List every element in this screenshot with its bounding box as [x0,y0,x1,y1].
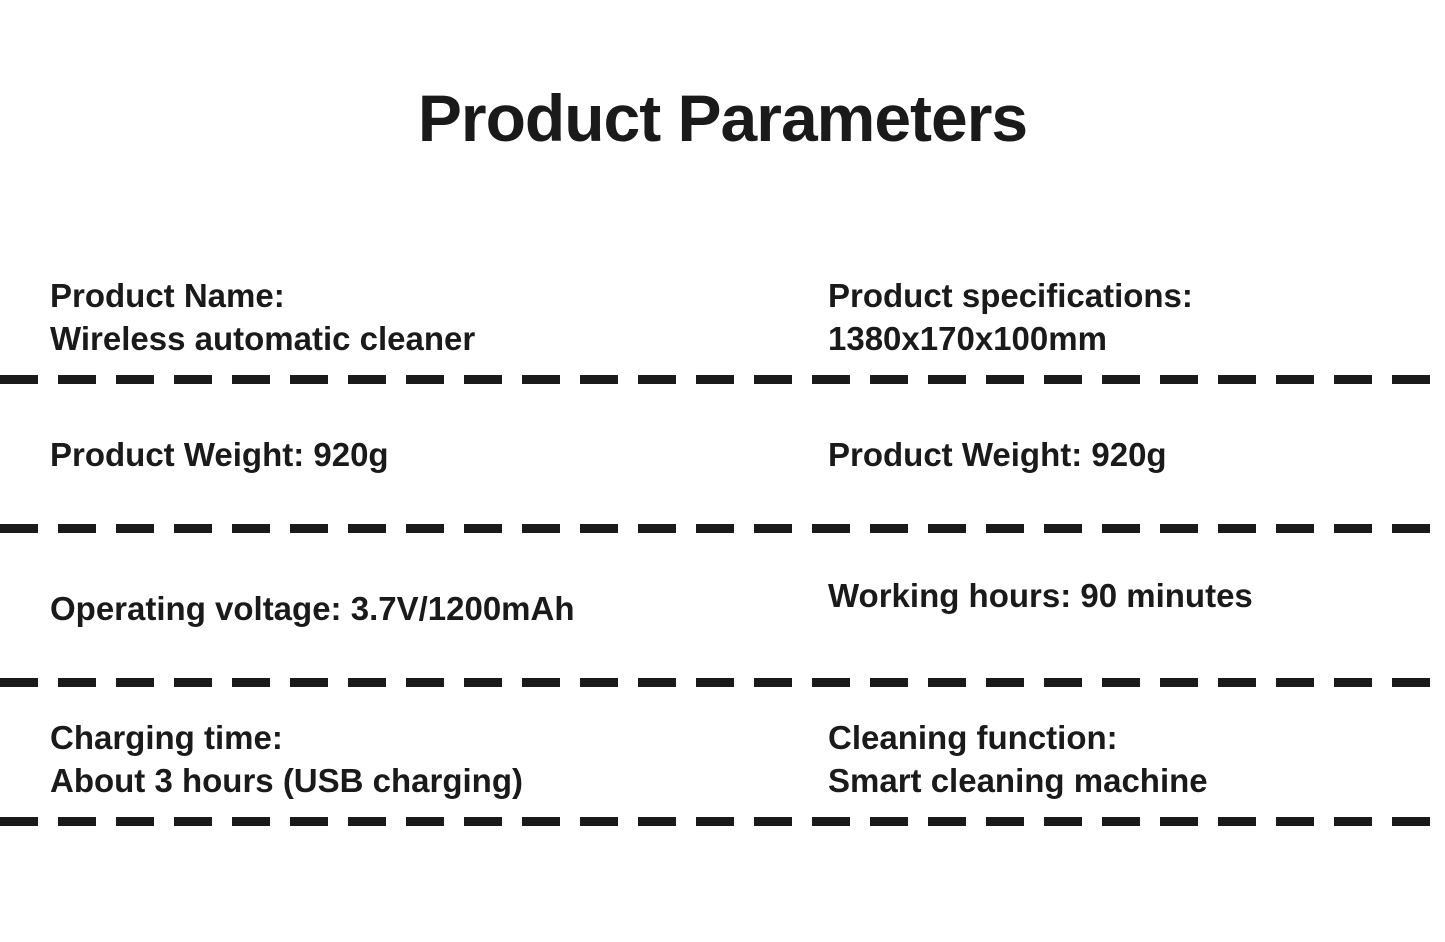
spec-label: Product Name: [50,277,285,314]
spec-value: Smart cleaning machine [828,762,1208,799]
row-divider [0,817,1445,826]
spec-row: Operating voltage: 3.7V/1200mAh Working … [0,533,1445,678]
spec-row: Product Weight: 920g Product Weight: 920… [0,384,1445,524]
row-divider [0,678,1445,687]
spec-value: 1380x170x100mm [828,320,1107,357]
row-divider [0,524,1445,533]
spec-label: Cleaning function: [828,719,1118,756]
spec-value: Wireless automatic cleaner [50,320,475,357]
spec-label: Charging time: [50,719,283,756]
spec-cell-cleaning-function: Cleaning function: Smart cleaning machin… [828,717,1428,803]
spec-value: 920g [1091,436,1166,473]
page-title: Product Parameters [0,0,1445,156]
spec-value: 3.7V/1200mAh [351,590,575,627]
spec-cell-product-name: Product Name: Wireless automatic cleaner [50,275,750,361]
spec-row: Product Name: Wireless automatic cleaner… [0,275,1445,375]
spec-cell-operating-voltage: Operating voltage: 3.7V/1200mAh [50,588,750,631]
spec-cell-working-hours: Working hours: 90 minutes [828,575,1428,618]
spec-label: Product specifications: [828,277,1193,314]
spec-cell-product-specifications: Product specifications: 1380x170x100mm [828,275,1428,361]
spec-label: Product Weight: [50,436,304,473]
spec-label: Operating voltage: [50,590,342,627]
spec-cell-charging-time: Charging time: About 3 hours (USB chargi… [50,717,750,803]
spec-label: Working hours: [828,577,1071,614]
spec-value: 920g [313,436,388,473]
spec-value: 90 minutes [1080,577,1252,614]
spec-cell-product-weight-left: Product Weight: 920g [50,434,750,477]
spec-grid: Product Name: Wireless automatic cleaner… [0,275,1445,826]
spec-value: About 3 hours (USB charging) [50,762,523,799]
spec-row: Charging time: About 3 hours (USB chargi… [0,687,1445,817]
row-divider [0,375,1445,384]
spec-cell-product-weight-right: Product Weight: 920g [828,434,1428,477]
product-parameters-sheet: Product Parameters Product Name: Wireles… [0,0,1445,942]
spec-label: Product Weight: [828,436,1082,473]
